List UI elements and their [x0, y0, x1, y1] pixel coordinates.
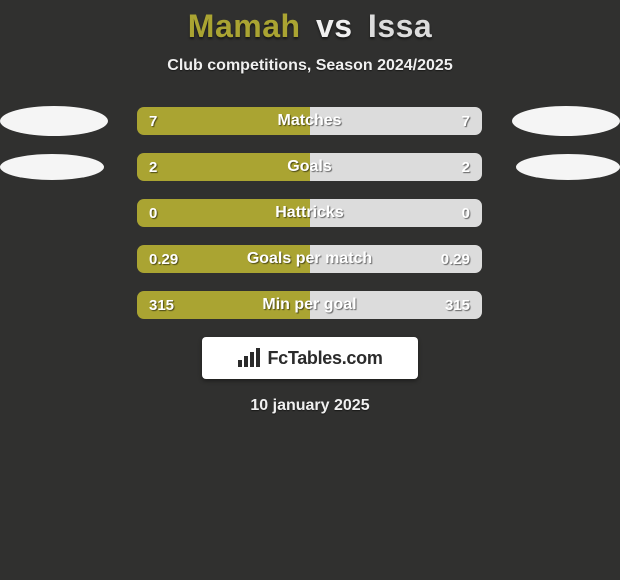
bar-chart-icon — [237, 348, 261, 368]
bar-segment-left — [137, 199, 310, 227]
stat-bar: Goals22 — [137, 153, 482, 181]
bar-segment-left — [137, 107, 310, 135]
bar-segment-right — [310, 153, 483, 181]
footer-date: 10 january 2025 — [0, 397, 620, 415]
player2-avatar — [512, 106, 620, 136]
player1-avatar — [0, 154, 104, 180]
stat-bar: Min per goal315315 — [137, 291, 482, 319]
player1-name: Mamah — [188, 8, 301, 44]
source-logo-box: FcTables.com — [202, 337, 418, 379]
stat-bar: Hattricks00 — [137, 199, 482, 227]
bar-segment-left — [137, 153, 310, 181]
bar-segment-right — [310, 199, 483, 227]
player2-avatar — [516, 154, 620, 180]
stat-bar: Matches77 — [137, 107, 482, 135]
stats-chart: Matches77 Goals22 Hattricks00 Goals per mat… — [0, 107, 620, 319]
bar-segment-right — [310, 245, 483, 273]
stat-bar: Goals per match0.290.29 — [137, 245, 482, 273]
subtitle: Club competitions, Season 2024/2025 — [0, 57, 620, 75]
comparison-infographic: Mamah vs Issa Club competitions, Season … — [0, 0, 620, 580]
stat-row: Hattricks00 — [0, 199, 620, 227]
page-title: Mamah vs Issa — [0, 8, 620, 45]
player2-name: Issa — [368, 8, 432, 44]
source-logo-text: FcTables.com — [267, 348, 382, 369]
bar-segment-right — [310, 107, 483, 135]
title-vs: vs — [316, 8, 353, 44]
bar-segment-left — [137, 291, 310, 319]
stat-row: Goals22 — [0, 153, 620, 181]
bar-segment-right — [310, 291, 483, 319]
bar-segment-left — [137, 245, 310, 273]
stat-row: Matches77 — [0, 107, 620, 135]
player1-avatar — [0, 106, 108, 136]
stat-row: Min per goal315315 — [0, 291, 620, 319]
stat-row: Goals per match0.290.29 — [0, 245, 620, 273]
